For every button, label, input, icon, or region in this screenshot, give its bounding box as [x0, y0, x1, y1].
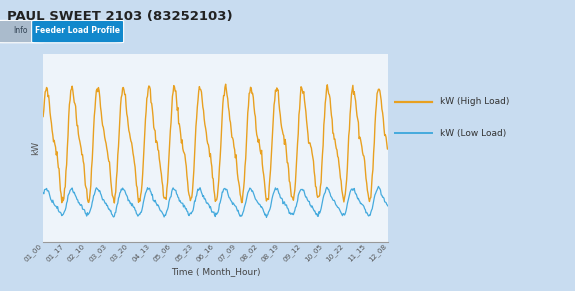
Y-axis label: kW: kW [32, 141, 40, 155]
X-axis label: Time ( Month_Hour): Time ( Month_Hour) [171, 267, 260, 276]
FancyBboxPatch shape [32, 20, 124, 43]
Text: Info: Info [13, 26, 28, 35]
Text: PAUL SWEET 2103 (83252103): PAUL SWEET 2103 (83252103) [7, 10, 232, 23]
Text: kW (Low Load): kW (Low Load) [440, 129, 507, 138]
FancyBboxPatch shape [0, 20, 45, 43]
Text: Feeder Load Profile: Feeder Load Profile [35, 26, 120, 35]
Text: kW (High Load): kW (High Load) [440, 97, 510, 106]
